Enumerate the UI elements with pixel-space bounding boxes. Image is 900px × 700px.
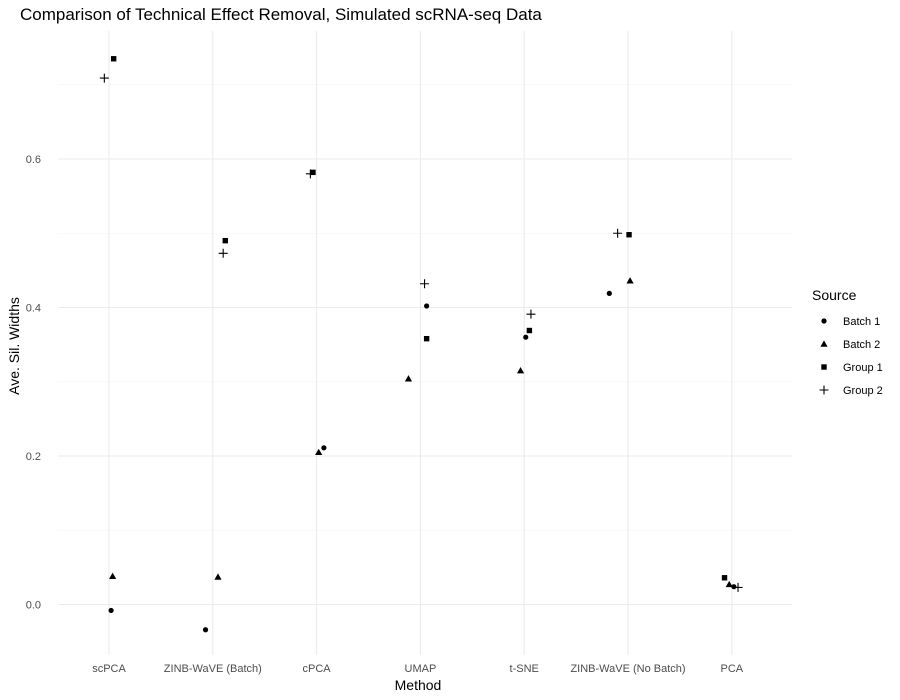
x-tick-label: ZINB-WaVE (No Batch) (570, 663, 685, 675)
point-batch-2 (315, 448, 323, 455)
point-batch-2 (626, 277, 634, 284)
x-tick-label: scPCA (92, 663, 126, 675)
legend-key-batch-2 (820, 340, 828, 347)
point-group-2 (420, 279, 430, 289)
point-group-2 (526, 309, 536, 319)
point-group-1 (626, 232, 632, 238)
point-group-2 (99, 73, 109, 83)
legend-label: Batch 2 (843, 339, 880, 351)
point-batch-1 (108, 607, 114, 614)
point-group-2 (305, 169, 315, 179)
point-batch-1 (606, 290, 612, 296)
point-batch-1 (731, 584, 737, 590)
point-group-1 (526, 327, 533, 334)
point-batch-1 (523, 334, 529, 340)
y-axis-title: Ave. Sil. Widths (6, 297, 22, 395)
x-axis-title: Method (395, 677, 442, 693)
point-batch-1 (321, 445, 327, 451)
legend-key-batch-1 (821, 318, 827, 324)
y-tick-label: 0.2 (26, 451, 41, 463)
point-group-1 (423, 335, 430, 342)
point-batch-2 (214, 573, 222, 580)
legend-label: Group 2 (843, 385, 883, 397)
chart-title: Comparison of Technical Effect Removal, … (20, 5, 542, 24)
y-axis-ticks: 0.0 0.2 0.4 0.6 (26, 154, 41, 612)
x-tick-label: cPCA (303, 663, 332, 675)
point-group-2 (733, 582, 743, 592)
point-batch-2 (725, 580, 733, 588)
point-group-2 (218, 248, 228, 258)
x-tick-label: UMAP (405, 663, 437, 675)
point-batch-2 (516, 367, 525, 374)
point-batch-1 (424, 303, 430, 309)
point-group-1 (222, 237, 228, 244)
x-tick-label: t-SNE (510, 663, 539, 675)
x-tick-label: ZINB-WaVE (Batch) (164, 663, 262, 675)
legend: Source Batch 1 Batch 2 Group 1 Group 2 (812, 287, 883, 397)
y-tick-label: 0.4 (26, 303, 41, 315)
y-tick-label: 0.0 (26, 600, 41, 612)
point-batch-2 (109, 572, 117, 579)
point-group-1 (310, 169, 316, 176)
legend-key-group-2 (819, 385, 829, 395)
data-points (99, 56, 743, 633)
x-tick-label: PCA (720, 663, 743, 675)
x-axis-ticks: scPCA ZINB-WaVE (Batch) cPCA UMAP t-SNE ZINB-… (92, 663, 744, 675)
legend-key-group-1 (821, 364, 827, 370)
point-batch-1 (202, 627, 209, 633)
point-group-1 (110, 56, 117, 62)
point-group-1 (721, 575, 728, 581)
grid (58, 31, 792, 655)
legend-title: Source (812, 287, 857, 303)
y-tick-label: 0.6 (26, 154, 41, 166)
point-group-2 (613, 228, 623, 238)
legend-label: Batch 1 (843, 316, 880, 328)
legend-label: Group 1 (843, 362, 883, 374)
point-batch-2 (404, 375, 413, 382)
